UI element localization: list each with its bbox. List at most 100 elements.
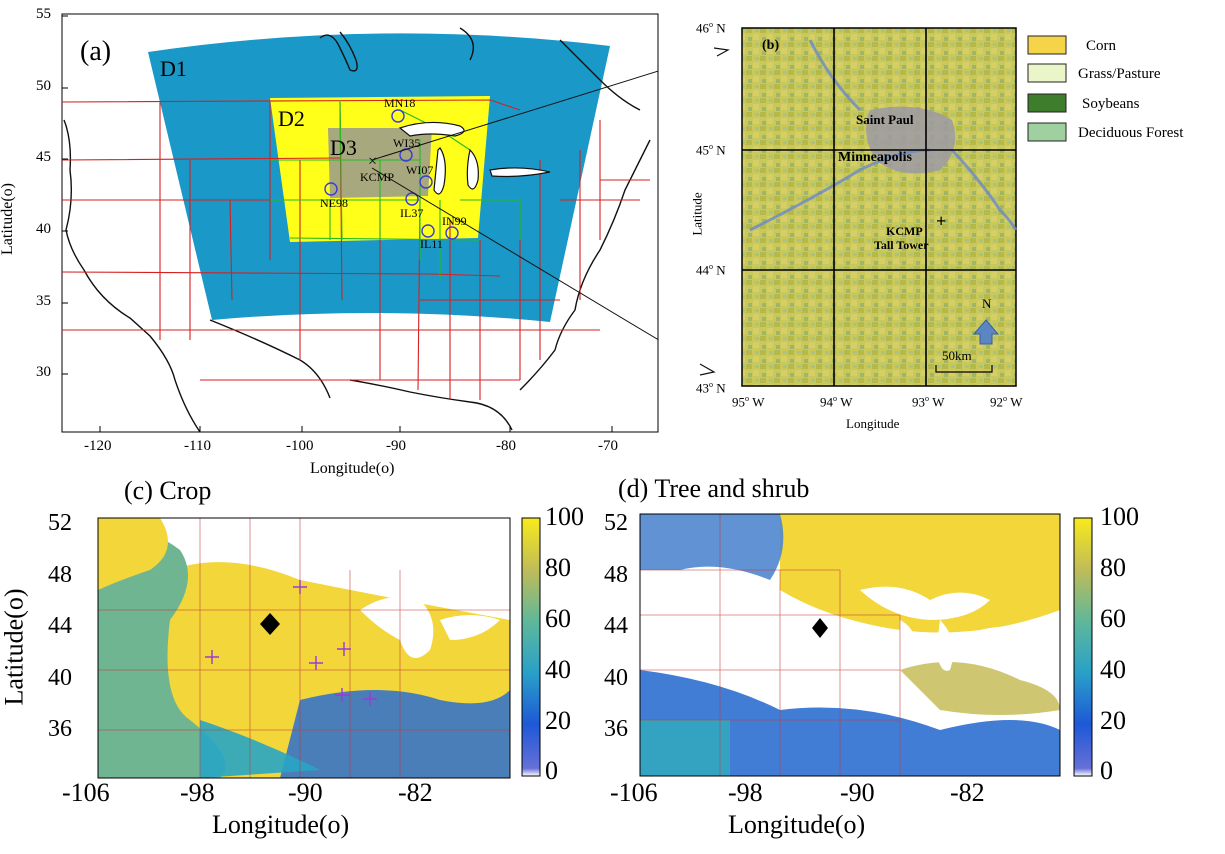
panel-d: (d) Tree and shrub 52 48 44 40 36 -106 -…	[600, 470, 1225, 854]
x-tick: -106	[610, 778, 658, 807]
y-tick: 52	[48, 510, 72, 536]
coast-north	[319, 27, 641, 111]
colorbar-tick: 0	[1100, 756, 1113, 785]
legend-label: Grass/Pasture	[1078, 66, 1161, 82]
north-arrow	[972, 319, 1000, 345]
colorbar-d	[1073, 517, 1093, 777]
x-tick: -70	[598, 438, 618, 454]
colorbar-tick: 100	[545, 502, 584, 531]
y-tick: 40	[604, 665, 628, 691]
rivers	[749, 39, 1018, 232]
scale-label: 50km	[942, 348, 972, 363]
y-tick: 40	[36, 221, 51, 237]
panel-c: (c) Crop 52 48 44 40 36 -106 -98 -90 -82…	[0, 470, 612, 854]
panel-a-map: ×	[61, 13, 730, 433]
colorbar-tick: 0	[545, 756, 558, 785]
y-tick: 50	[36, 78, 51, 94]
y-tick: 30	[36, 364, 51, 380]
panel-d-title: (d) Tree and shrub	[618, 474, 810, 503]
colorbar-tick: 60	[1100, 604, 1126, 633]
x-tick: -82	[398, 778, 433, 807]
panel-a-label: (a)	[80, 36, 112, 67]
site-label: MN18	[384, 96, 416, 110]
lon-tick: 94	[820, 394, 833, 410]
y-axis-label-b: Latitude	[689, 192, 705, 236]
x-tick: -106	[62, 778, 110, 807]
site-label: WI35	[393, 136, 421, 150]
lon-tick: 93	[912, 394, 925, 410]
place-label: KCMP	[886, 224, 923, 238]
y-tick: 36	[48, 716, 72, 742]
x-tick: -82	[950, 778, 985, 807]
y-tick: 45	[36, 149, 51, 165]
scale-bar	[935, 365, 993, 373]
panel-d-map	[639, 513, 1093, 777]
colorbar-tick: 100	[1100, 502, 1139, 531]
y-tick: 48	[48, 562, 72, 588]
domain-label-d2: D2	[278, 106, 305, 131]
y-tick: 35	[36, 293, 51, 309]
y-axis-label-c: Latitude(o)	[0, 588, 29, 706]
kcmp-cross-b: +	[936, 211, 946, 231]
x-tick: -90	[840, 778, 875, 807]
state-borders	[62, 99, 650, 400]
y-tick: 52	[604, 510, 628, 536]
legend-swatch-corn	[1027, 35, 1067, 55]
y-tick: 36	[604, 716, 628, 742]
x-tick: -110	[184, 438, 211, 454]
lat-tick: 43	[696, 380, 709, 396]
north-label: N	[982, 296, 992, 311]
y-tick: 55	[36, 6, 51, 22]
panel-c-title: (c) Crop	[124, 476, 212, 505]
site-label: NE98	[320, 196, 348, 210]
y-tick: 40	[48, 665, 72, 691]
legend-label: Soybeans	[1082, 96, 1140, 112]
site-label: IN99	[442, 214, 467, 228]
legend-swatch-grass	[1027, 63, 1067, 83]
legend-label: Corn	[1086, 38, 1116, 54]
panel-b-map: +	[741, 27, 1067, 387]
legend-label: Deciduous Forest	[1078, 125, 1184, 141]
x-tick: -98	[180, 778, 215, 807]
colorbar-tick: 20	[1100, 706, 1126, 735]
domain-label-d1: D1	[160, 56, 187, 81]
x-axis-label: Longitude(o)	[310, 460, 395, 477]
site-label: WI07	[406, 163, 434, 177]
x-tick: -80	[496, 438, 516, 454]
x-tick: -120	[84, 438, 112, 454]
site-label: IL37	[400, 206, 424, 220]
x-tick: -98	[728, 778, 763, 807]
x-tick: -90	[288, 778, 323, 807]
legend-swatch-forest	[1027, 122, 1067, 142]
y-tick: 48	[604, 562, 628, 588]
colorbar-tick: 60	[545, 604, 571, 633]
domain-label-d3: D3	[330, 135, 357, 160]
x-axis-label-b: Longitude	[846, 416, 900, 431]
colorbar-tick: 40	[545, 655, 571, 684]
y-tick: 44	[604, 613, 628, 639]
y-axis-label: Latitude(o)	[0, 183, 16, 255]
place-label: Saint Paul	[856, 112, 914, 127]
panel-b: + (b) Saint Paul Minneapolis KCMP Tall T…	[690, 0, 1225, 440]
colorbar-tick: 80	[545, 553, 571, 582]
colorbar-c	[521, 517, 541, 777]
lat-tick: 46	[696, 20, 709, 36]
y-tick: 44	[48, 613, 72, 639]
lat-tick: 45	[696, 142, 709, 158]
panel-a: × (a) D1 D2 D3 MN18 WI35 KCMP WI07 NE98 …	[0, 0, 730, 480]
colorbar-tick: 40	[1100, 655, 1126, 684]
x-tick: -90	[386, 438, 406, 454]
zoom-arrows	[371, 70, 658, 341]
x-axis-label-c: Longitude(o)	[212, 810, 350, 839]
place-label: Tall Tower	[874, 238, 929, 252]
lat-tick: 44	[696, 262, 709, 278]
panel-c-map	[97, 517, 541, 779]
place-label: Minneapolis	[838, 150, 912, 165]
colorbar-tick: 20	[545, 706, 571, 735]
x-tick: -100	[286, 438, 314, 454]
x-axis-label-d: Longitude(o)	[728, 810, 866, 839]
colorbar-tick: 80	[1100, 553, 1126, 582]
lon-tick: 92	[990, 394, 1003, 410]
site-label: IL11	[420, 237, 443, 251]
lon-tick: 95	[732, 394, 745, 410]
